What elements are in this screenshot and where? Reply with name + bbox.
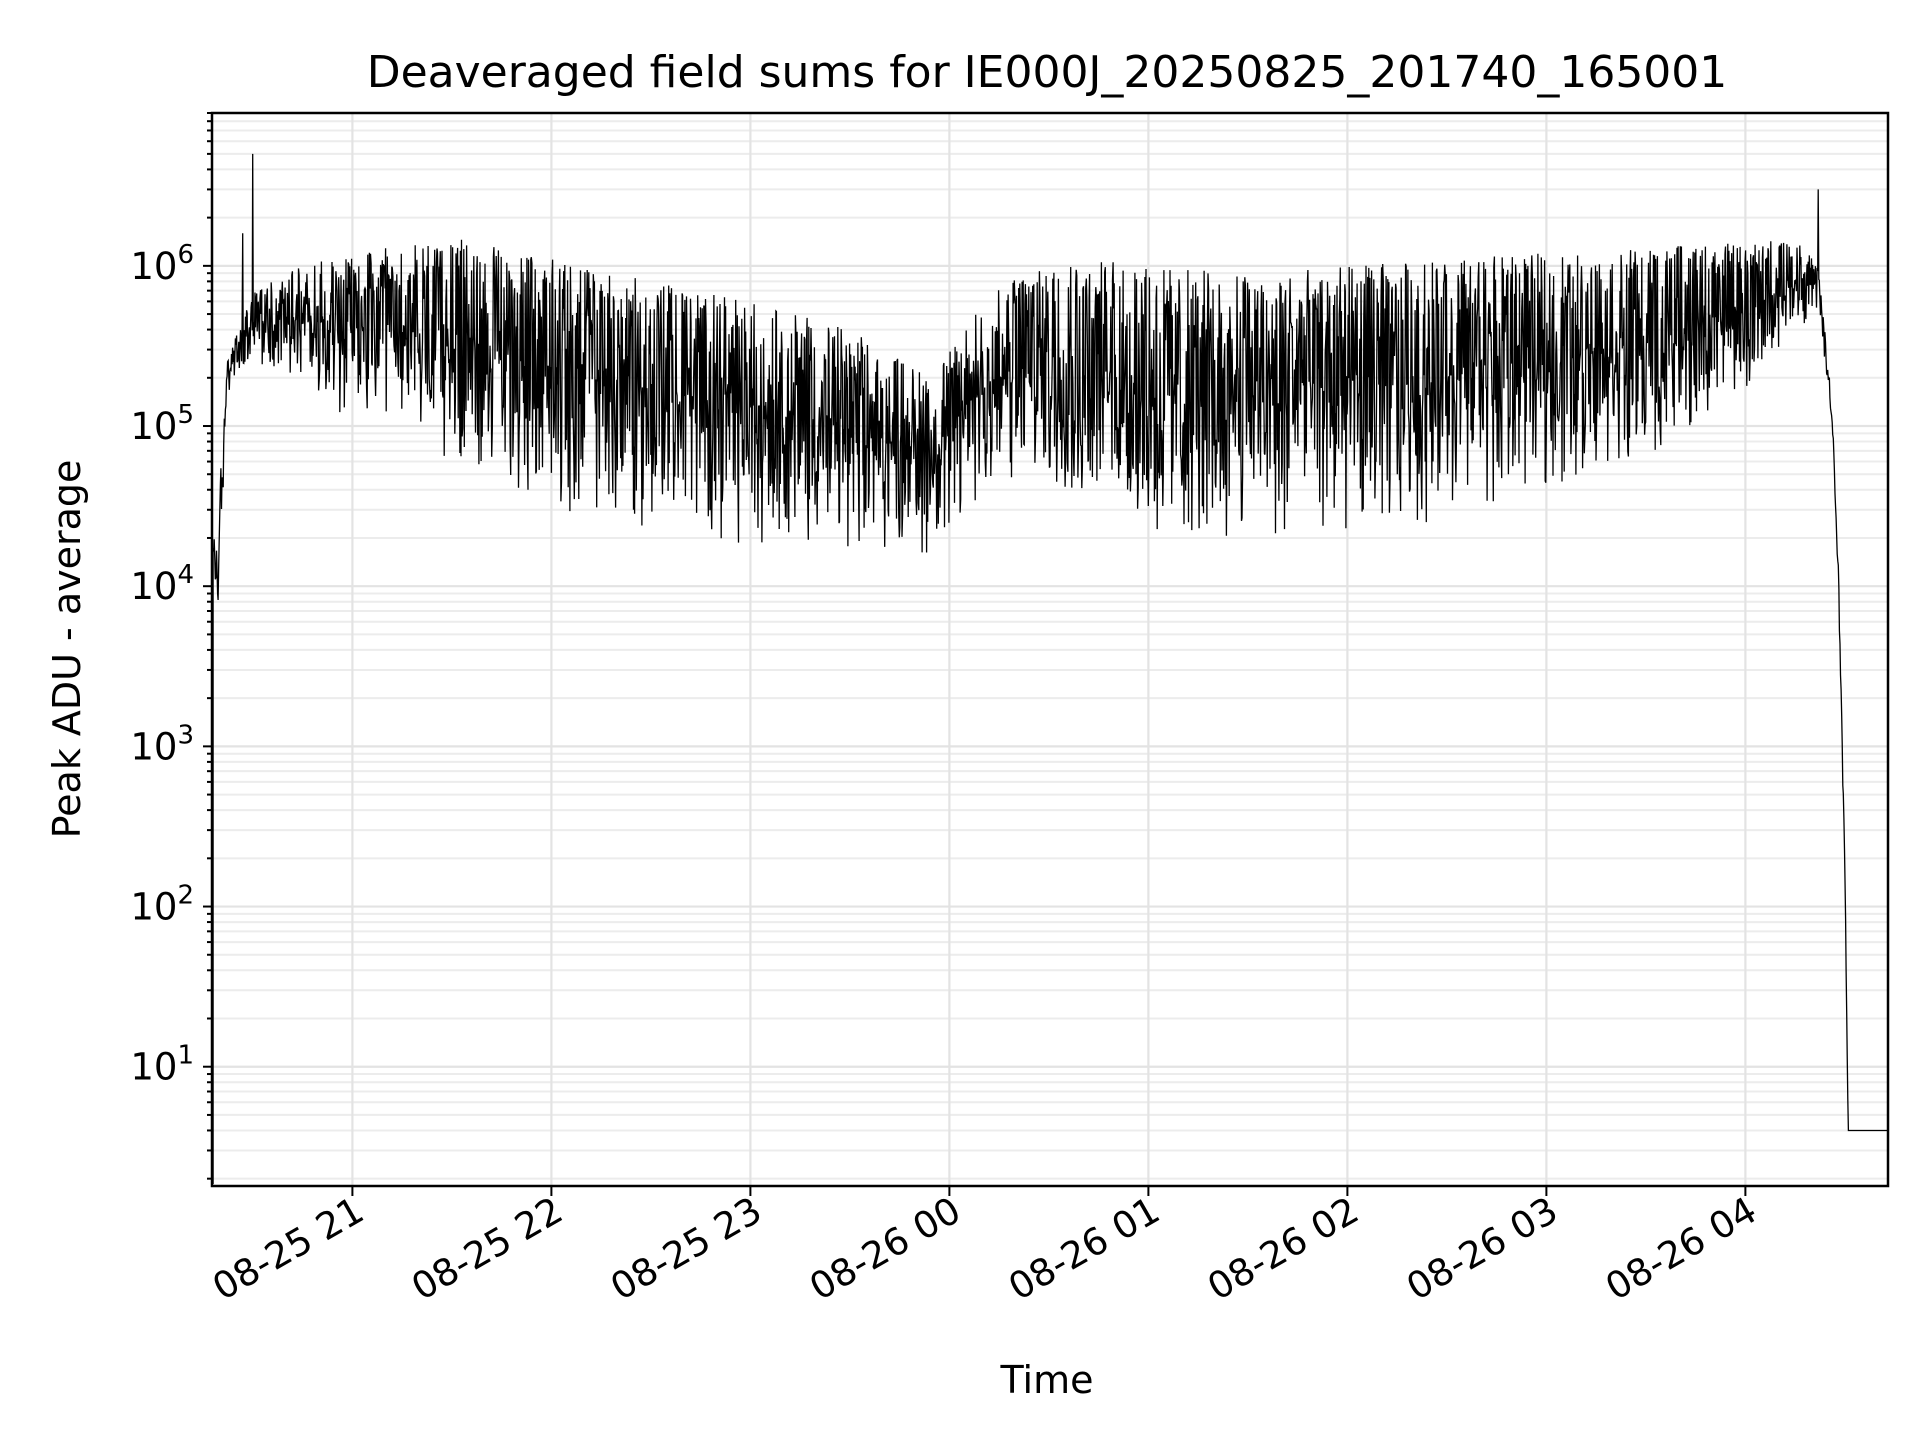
plot-frame [210, 111, 1890, 1188]
y-tick-label-exponent: 2 [177, 881, 194, 911]
y-tick-label-exponent: 4 [177, 560, 194, 590]
x-axis-label: Time [1000, 1358, 1094, 1402]
y-tick-label-base: 10 [130, 1046, 177, 1089]
y-axis-label: Peak ADU - average [45, 460, 89, 839]
series-line [212, 153, 1888, 1184]
y-tick-label: 103 [130, 720, 194, 768]
y-tick-label: 105 [130, 400, 194, 448]
y-tick-label: 101 [130, 1041, 194, 1089]
y-tick-label-exponent: 1 [177, 1041, 194, 1071]
y-tick-label-base: 10 [130, 565, 177, 608]
y-tick-label: 106 [130, 240, 194, 288]
plot-area [212, 153, 1888, 1184]
y-tick-label-base: 10 [130, 725, 177, 768]
y-tick-label-base: 10 [130, 245, 177, 288]
y-tick-label-base: 10 [130, 405, 177, 448]
y-tick-label: 104 [130, 560, 194, 608]
ticks [203, 112, 1747, 1196]
y-tick-label-exponent: 3 [177, 720, 194, 750]
y-tick-label-base: 10 [130, 886, 177, 929]
y-tick-label-exponent: 6 [177, 240, 194, 270]
y-tick-label-exponent: 5 [177, 400, 194, 430]
y-tick-label: 102 [130, 881, 194, 929]
chart-title: Deaveraged field sums for IE000J_2025082… [367, 47, 1728, 98]
grid [212, 112, 1888, 1186]
